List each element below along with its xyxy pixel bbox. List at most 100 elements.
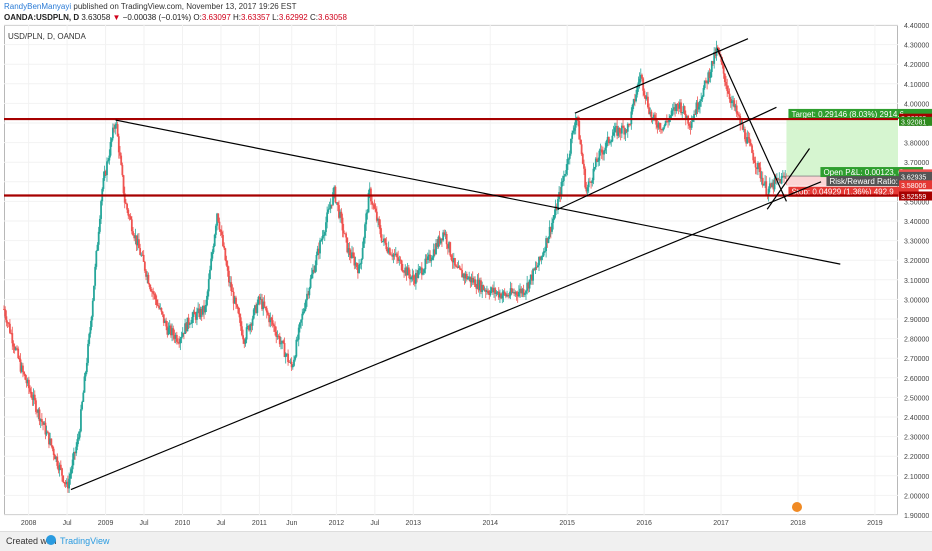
candle-body	[158, 305, 160, 309]
candle-body	[245, 327, 248, 340]
candle-body	[629, 124, 632, 125]
candle-body	[233, 297, 236, 304]
candle-body	[386, 249, 389, 253]
candle-body	[104, 171, 107, 176]
y-tick-label: 3.10000	[904, 278, 929, 285]
candle-body	[455, 265, 458, 267]
candle-body	[222, 234, 224, 247]
candle-body	[5, 316, 8, 323]
candle-body	[25, 379, 28, 384]
candle-body	[345, 233, 347, 238]
candle-body	[354, 262, 357, 266]
candle-body	[510, 288, 513, 293]
candle-body	[293, 359, 295, 366]
y-tick-label: 3.30000	[904, 239, 929, 246]
candle-body	[650, 111, 653, 120]
trend-lines	[70, 38, 841, 491]
candle-body	[710, 61, 713, 72]
candle-body	[336, 202, 339, 206]
candle-body	[109, 142, 112, 156]
candle-body	[553, 215, 556, 219]
candle-body	[754, 162, 757, 168]
candle-body	[193, 311, 196, 315]
price-chart[interactable]: Target: 0.29146 (8.03%) 2914.6 Open P&L: …	[0, 0, 932, 530]
candle-body	[380, 234, 383, 242]
candle-body	[417, 270, 420, 278]
candle-body	[57, 465, 60, 471]
candle-body	[662, 127, 665, 131]
candle-body	[564, 173, 566, 176]
candle-body	[475, 286, 478, 289]
candle-body	[307, 293, 310, 296]
candle-body	[546, 238, 549, 243]
author-link[interactable]: RandyBenManyayi	[4, 2, 72, 11]
candle-body	[684, 113, 687, 119]
candle-body	[384, 238, 387, 243]
candle-body	[391, 255, 394, 257]
candle-body	[242, 335, 244, 340]
candle-body	[593, 167, 596, 169]
candle-body	[360, 258, 363, 264]
candle-body	[713, 51, 716, 64]
candle-body	[243, 339, 246, 344]
candle-body	[32, 394, 35, 400]
candle-body	[326, 212, 329, 223]
candle-body	[335, 202, 338, 204]
trend-line	[115, 119, 841, 265]
x-tick-label: Jul	[216, 520, 225, 527]
x-tick-label: 2016	[636, 520, 652, 527]
candle-body	[552, 218, 555, 223]
candle-body	[20, 365, 23, 372]
candle-body	[566, 159, 569, 171]
candle-body	[459, 268, 462, 271]
candle-body	[29, 388, 31, 392]
candle-body	[512, 292, 514, 293]
candle-body	[103, 171, 106, 179]
candle-body	[607, 137, 610, 144]
candle-body	[368, 188, 371, 193]
candle-body	[328, 208, 331, 210]
candle-body	[272, 324, 275, 327]
candle-body	[708, 72, 711, 79]
trend-line	[766, 148, 811, 210]
candle-body	[465, 273, 468, 280]
candle-body	[375, 211, 378, 221]
candle-body	[731, 101, 733, 104]
candle-body	[411, 275, 414, 278]
candle-body	[404, 267, 407, 273]
candle-body	[483, 289, 486, 291]
candle-body	[93, 285, 95, 301]
candle-body	[503, 291, 506, 294]
candle-body	[630, 111, 633, 125]
candle-body	[168, 325, 171, 328]
footer-bar: Created with TradingView	[0, 531, 932, 551]
candle-body	[146, 274, 149, 277]
candle-body	[527, 282, 530, 289]
candle-body	[606, 137, 609, 141]
candle-body	[306, 293, 308, 301]
tradingview-brand[interactable]: TradingView	[60, 536, 110, 546]
candle-body	[496, 291, 499, 293]
candle-body	[316, 248, 319, 256]
candle-body	[132, 231, 134, 236]
y-tick-label: 2.70000	[904, 356, 929, 363]
candle-body	[171, 328, 173, 336]
candle-body	[467, 278, 469, 280]
published-text: published on TradingView.com, November 1…	[73, 2, 297, 11]
candle-body	[714, 51, 717, 56]
candle-body	[533, 268, 536, 270]
candle-body	[437, 236, 440, 247]
candle-body	[237, 307, 240, 314]
candle-body	[568, 153, 571, 159]
candle-body	[340, 211, 343, 218]
candle-body	[480, 280, 482, 293]
y-tick-label: 3.50000	[904, 199, 929, 206]
candle-body	[309, 278, 312, 288]
candle-body	[451, 259, 454, 263]
candle-body	[159, 308, 162, 309]
low-label: L:	[272, 13, 279, 22]
candle-body	[197, 308, 200, 312]
candle-body	[655, 118, 658, 125]
candle-body	[755, 167, 758, 170]
candle-body	[704, 80, 707, 82]
